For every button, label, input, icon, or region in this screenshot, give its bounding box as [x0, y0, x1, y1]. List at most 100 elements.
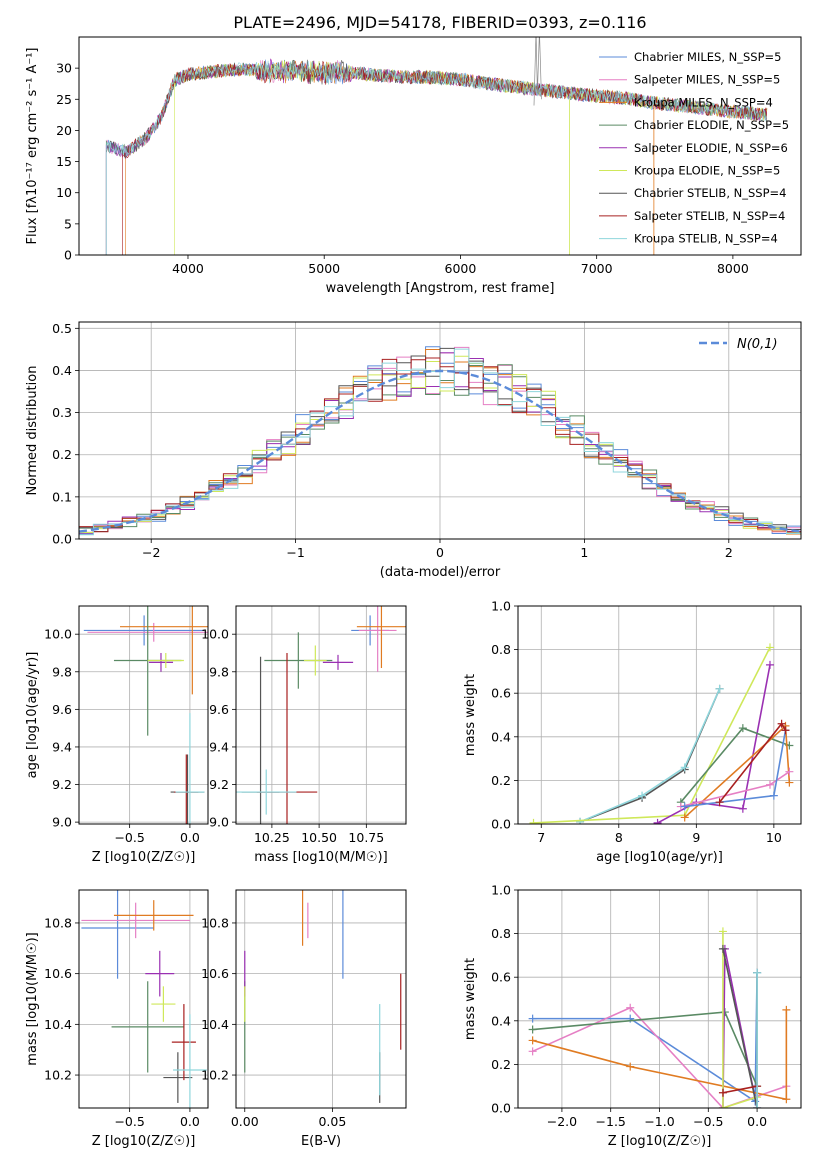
y-tick-label: 9.6	[52, 702, 72, 717]
weight-series-marker	[680, 802, 689, 811]
panel-weight-vs-age: 7 8 9 10 0.0 0.2 0.4 0.6 0.8 1.0 age [log10(age/yr…	[463, 599, 802, 865]
legend-label: Chabrier STELIB, N_SSP=4	[634, 186, 786, 200]
x-tick-label: −1.5	[596, 1114, 626, 1129]
y-tick-label: 9.6	[209, 702, 229, 717]
x-tick-label: 4000	[172, 261, 204, 276]
weight-series-marker	[765, 660, 774, 669]
x-tick-label: 0.00	[231, 1114, 259, 1129]
weight-series-marker	[718, 1088, 727, 1097]
y-tick-label: 10.2	[201, 1068, 229, 1083]
y-tick-label: 10.6	[44, 966, 72, 981]
y-axis-label: mass [log10(M/M☉)]	[25, 932, 40, 1065]
y-tick-label: 0	[64, 248, 72, 263]
weight-series-marker	[738, 804, 747, 813]
weight-series-marker	[753, 968, 762, 977]
weight-series-marker	[777, 719, 786, 728]
y-tick-label: 0.0	[52, 532, 72, 547]
weight-series-marker	[653, 818, 662, 824]
y-tick-label: 20	[56, 123, 72, 138]
weight-series-marker	[626, 1062, 635, 1071]
plot-area-residuals	[79, 346, 801, 536]
histogram-series	[79, 357, 801, 533]
weight-series-marker	[718, 944, 727, 953]
y-tick-label: 9.8	[52, 664, 72, 679]
x-tick-label: 8	[615, 830, 623, 845]
y-tick-label: 0.3	[52, 405, 72, 420]
y-tick-label: 10.8	[44, 915, 72, 930]
y-tick-label: 5	[64, 216, 72, 231]
y-tick-label: 10.4	[44, 1017, 72, 1032]
panel-residuals: −2 −1 0 1 2 0.0 0.1 0.2 0.3 0.4 0.5 (data-model)/er…	[25, 321, 802, 580]
x-tick-label: 2	[725, 545, 733, 560]
weight-series-marker	[753, 1104, 762, 1108]
legend-label: Salpeter STELIB, N_SSP=4	[634, 209, 785, 223]
y-tick-label: 25	[56, 92, 72, 107]
weight-series-marker	[626, 1003, 635, 1012]
y-tick-label: 10	[56, 185, 72, 200]
y-tick-label: 9.8	[209, 664, 229, 679]
plot-area-mass-vs-EBV	[244, 890, 402, 1103]
weight-series-marker	[785, 778, 794, 787]
y-tick-label: 0.6	[491, 686, 511, 701]
y-tick-label: 15	[56, 154, 72, 169]
weight-series-marker	[529, 818, 538, 824]
panel-spectrum: 4000 5000 6000 7000 8000 0 5 10 15 20 25 30 waveleng…	[25, 36, 802, 296]
weight-series-line	[579, 688, 721, 823]
y-tick-label: 0.0	[491, 1101, 511, 1116]
y-axis-label: mass weight	[463, 674, 478, 756]
figure-title: PLATE=2496, MJD=54178, FIBERID=0393, z=0…	[233, 13, 646, 32]
x-axis-label: Z [log10(Z/Z☉)]	[608, 1134, 712, 1149]
y-tick-label: 0.2	[491, 773, 511, 788]
h-alpha-emission-line	[533, 37, 542, 106]
panel-mass-vs-EBV: 0.00 0.05 10.2 10.4 10.6 10.8 E(B-V)	[201, 889, 407, 1149]
x-tick-label: 10.75	[348, 830, 384, 845]
x-tick-label: 5000	[308, 261, 340, 276]
legend-label: Kroupa ELODIE, N_SSP=5	[634, 164, 780, 178]
x-tick-label: 10.50	[301, 830, 337, 845]
x-tick-label: 6000	[445, 261, 477, 276]
y-tick-label: 9.4	[52, 739, 72, 754]
y-axis-label: age [log10(age/yr)]	[25, 652, 40, 779]
x-tick-label: 10	[766, 830, 782, 845]
weight-series-line	[533, 647, 771, 824]
y-tick-label: 10.0	[201, 627, 229, 642]
axes-frame	[235, 605, 407, 825]
weight-series-marker	[738, 724, 747, 733]
x-tick-label: 0.0	[180, 1114, 200, 1129]
x-axis-label: wavelength [Angstrom, rest frame]	[326, 281, 555, 296]
x-tick-label: 10.25	[254, 830, 290, 845]
weight-series-marker	[718, 927, 727, 936]
y-tick-label: 30	[56, 61, 72, 76]
spectrum-series-line	[105, 59, 767, 255]
legend-label: Salpeter ELODIE, N_SSP=6	[634, 141, 788, 155]
y-tick-label: 9.4	[209, 739, 229, 754]
spectrum-series-line	[174, 60, 768, 255]
normal-reference-curve	[79, 369, 801, 533]
x-tick-label: 0	[436, 545, 444, 560]
y-tick-label: 9.2	[52, 777, 72, 792]
y-tick-label: 0.4	[52, 363, 72, 378]
spectrum-series-line	[125, 60, 768, 255]
weight-series-marker	[718, 1104, 727, 1108]
x-tick-label: 9	[692, 830, 700, 845]
axes-frame	[235, 889, 407, 1109]
x-axis-label: E(B-V)	[301, 1134, 341, 1149]
axes-frame	[78, 889, 209, 1109]
y-tick-label: 0.4	[491, 729, 511, 744]
weight-series-marker	[638, 791, 647, 800]
weight-series-marker	[528, 1036, 537, 1045]
x-axis-label: Z [log10(Z/Z☉)]	[92, 1134, 196, 1149]
weight-series-marker	[528, 1047, 537, 1056]
plot-area-age-vs-mass	[236, 606, 406, 824]
legend-label: Kroupa MILES, N_SSP=4	[634, 95, 773, 109]
weight-series-marker	[765, 643, 774, 652]
plot-area-spectrum	[105, 37, 768, 255]
y-tick-label: 0.1	[52, 489, 72, 504]
y-tick-label: 10.2	[44, 1068, 72, 1083]
x-axis-label: mass [log10(M/M☉)]	[254, 850, 387, 865]
y-tick-label: 0.8	[491, 926, 511, 941]
x-tick-label: −2.0	[547, 1114, 577, 1129]
spectrum-series-line	[122, 60, 767, 255]
axes-frame	[517, 605, 802, 825]
x-axis-label: Z [log10(Z/Z☉)]	[92, 850, 196, 865]
